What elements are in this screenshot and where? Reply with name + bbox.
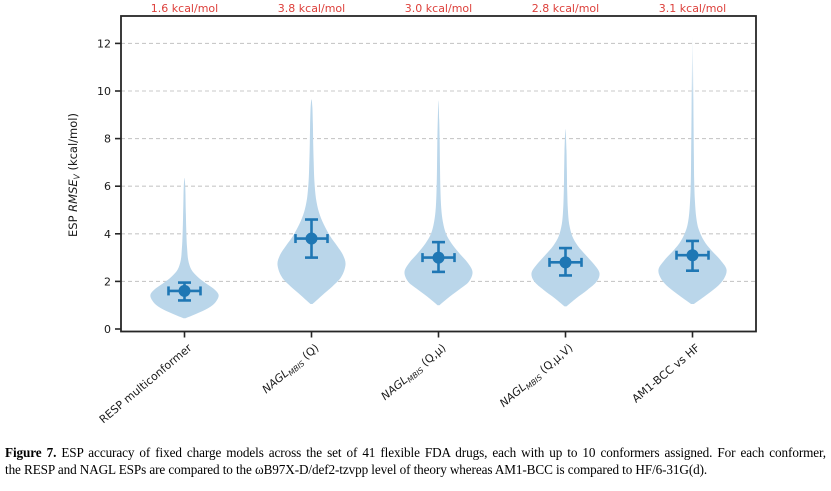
errorbar-3 (421, 240, 456, 274)
y-tick-label-8: 8 (104, 133, 111, 146)
mean-marker (305, 232, 318, 245)
violin-shape-2 (277, 99, 346, 304)
x-tick-label-3: NAGLMBIS (Q,μ) (379, 341, 450, 404)
top-annotation-3: 3.0 kcal/mol (405, 2, 472, 15)
errorbar-1 (167, 281, 202, 302)
top-annotation-4: 2.8 kcal/mol (532, 2, 599, 15)
y-tick-label-6: 6 (104, 180, 111, 193)
violin-shape-4 (531, 129, 600, 307)
x-tick-label-2: NAGLMBIS (Q) (260, 341, 323, 397)
mean-marker (432, 251, 445, 264)
top-annotation-1: 1.6 kcal/mol (151, 2, 218, 15)
violin-shape-1 (150, 177, 219, 319)
figure-caption: Figure 7. ESP accuracy of fixed charge m… (5, 444, 826, 478)
violin-shape-3 (404, 100, 473, 306)
caption-label: Figure 7. (5, 445, 57, 460)
violin-chart-svg: 0 2 4 6 8 10 12 1.6 kcal/mol 3.8 kcal/mol 3.0 kca… (66, 2, 757, 426)
errorbar-4 (548, 246, 583, 277)
mean-marker (178, 284, 191, 297)
y-tick-label-4: 4 (104, 228, 111, 241)
y-tick-label-0: 0 (104, 323, 111, 336)
violin-shape-5 (658, 36, 727, 305)
errorbar-5 (675, 239, 710, 272)
y-tick-label-2: 2 (104, 275, 111, 288)
top-annotation-2: 3.8 kcal/mol (278, 2, 345, 15)
y-tick-label-10: 10 (97, 85, 111, 98)
x-tick-label-5: AM1-BCC vs HF (630, 341, 703, 405)
x-tick-label-4: NAGLMBIS (Q,μ,V) (497, 341, 576, 411)
violin-plot: 0 2 4 6 8 10 12 1.6 kcal/mol 3.8 kcal/mol 3.0 kca… (66, 2, 757, 426)
top-annotation-5: 3.1 kcal/mol (659, 2, 726, 15)
caption-text-1: ESP accuracy of fixed charge models acro… (56, 445, 826, 460)
y-tick-label-12: 12 (97, 37, 111, 50)
caption-line-2: the RESP and NAGL ESPs are compared to t… (5, 462, 708, 477)
x-tick-label-1: RESP multiconformer (97, 341, 195, 426)
mean-marker (686, 249, 699, 262)
caption-line-1: Figure 7. ESP accuracy of fixed charge m… (5, 444, 826, 461)
errorbar-2 (294, 218, 329, 259)
mean-marker (559, 256, 572, 269)
y-axis-label: ESP RMSEV (kcal/mol) (66, 113, 82, 237)
